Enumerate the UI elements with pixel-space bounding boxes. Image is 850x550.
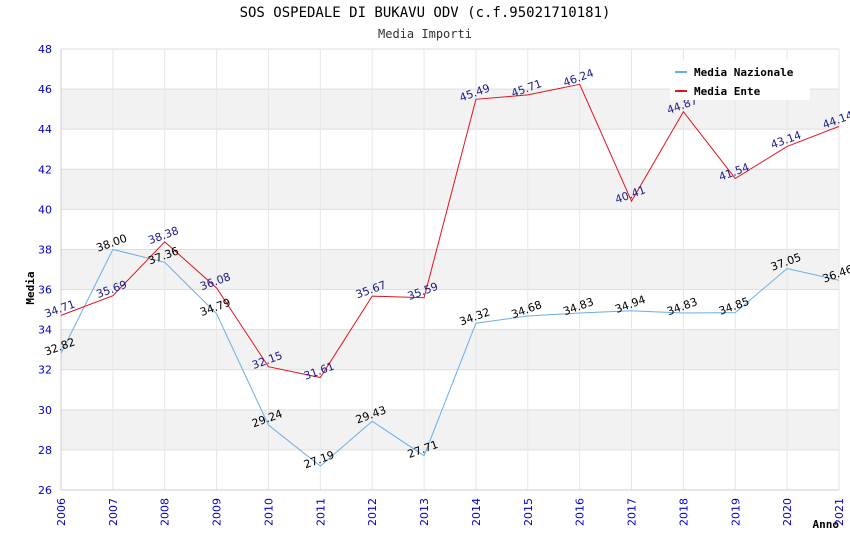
grid-bands <box>61 89 839 450</box>
data-label: 46.24 <box>561 66 595 89</box>
x-tick-label: 2006 <box>55 498 68 526</box>
chart-title: SOS OSPEDALE DI BUKAVU ODV (c.f.95021710… <box>239 5 611 21</box>
y-axis-ticks: 26 28 30 32 34 36 38 40 42 44 46 48 <box>38 43 52 497</box>
x-tick-label: 2021 <box>833 498 846 526</box>
y-tick-label: 48 <box>38 43 52 56</box>
grid-band <box>61 329 839 370</box>
legend-entry: Media Ente <box>694 85 761 98</box>
x-tick-label: 2014 <box>470 498 483 526</box>
y-tick-label: 30 <box>38 404 52 417</box>
y-tick-label: 46 <box>38 83 52 96</box>
x-tick-label: 2017 <box>626 498 639 526</box>
x-tick-label: 2015 <box>522 498 535 526</box>
y-tick-label: 26 <box>38 484 52 497</box>
x-tick-label: 2012 <box>366 498 379 526</box>
x-tick-label: 2018 <box>677 498 690 526</box>
x-tick-label: 2016 <box>574 498 587 526</box>
y-tick-label: 42 <box>38 163 52 176</box>
series-lines <box>60 83 840 467</box>
x-tick-label: 2019 <box>729 498 742 526</box>
legend: Media Nazionale Media Ente <box>670 60 810 100</box>
grid-band <box>61 409 839 450</box>
x-tick-label: 2013 <box>418 498 431 526</box>
y-tick-label: 34 <box>38 324 52 337</box>
x-axis-ticks: 2006 2007 2008 2009 2010 2011 2012 2013 2014 2015… <box>55 498 846 526</box>
y-tick-label: 32 <box>38 364 52 377</box>
data-label: 34.79 <box>198 296 232 319</box>
y-tick-label: 44 <box>38 123 52 136</box>
x-tick-label: 2007 <box>107 498 120 526</box>
grid-band <box>61 169 839 210</box>
series-line-media-ente <box>60 83 840 379</box>
y-tick-label: 36 <box>38 284 52 297</box>
x-tick-label: 2020 <box>781 498 794 526</box>
data-label: 34.85 <box>717 295 751 318</box>
data-label: 34.83 <box>561 295 595 318</box>
data-label: 34.83 <box>665 295 699 318</box>
data-label: 43.14 <box>769 129 803 152</box>
grid-lines <box>60 48 840 491</box>
y-tick-label: 40 <box>38 203 52 216</box>
x-tick-label: 2010 <box>262 498 275 526</box>
x-axis-label: Anno <box>813 518 840 531</box>
x-tick-label: 2008 <box>159 498 172 526</box>
x-tick-label: 2009 <box>211 498 224 526</box>
y-axis-label: Media <box>24 271 37 304</box>
data-label: 34.94 <box>613 293 647 316</box>
series-line-media-nazionale <box>60 248 840 467</box>
y-tick-label: 38 <box>38 243 52 256</box>
data-label: 34.68 <box>510 298 544 321</box>
data-label: 34.71 <box>43 298 77 321</box>
y-tick-label: 28 <box>38 444 52 457</box>
legend-background <box>670 60 810 100</box>
grid-band <box>61 249 839 290</box>
chart-subtitle: Media Importi <box>378 27 472 41</box>
data-label: 27.19 <box>302 448 336 471</box>
legend-entry: Media Nazionale <box>694 66 794 79</box>
x-tick-label: 2011 <box>314 498 327 526</box>
